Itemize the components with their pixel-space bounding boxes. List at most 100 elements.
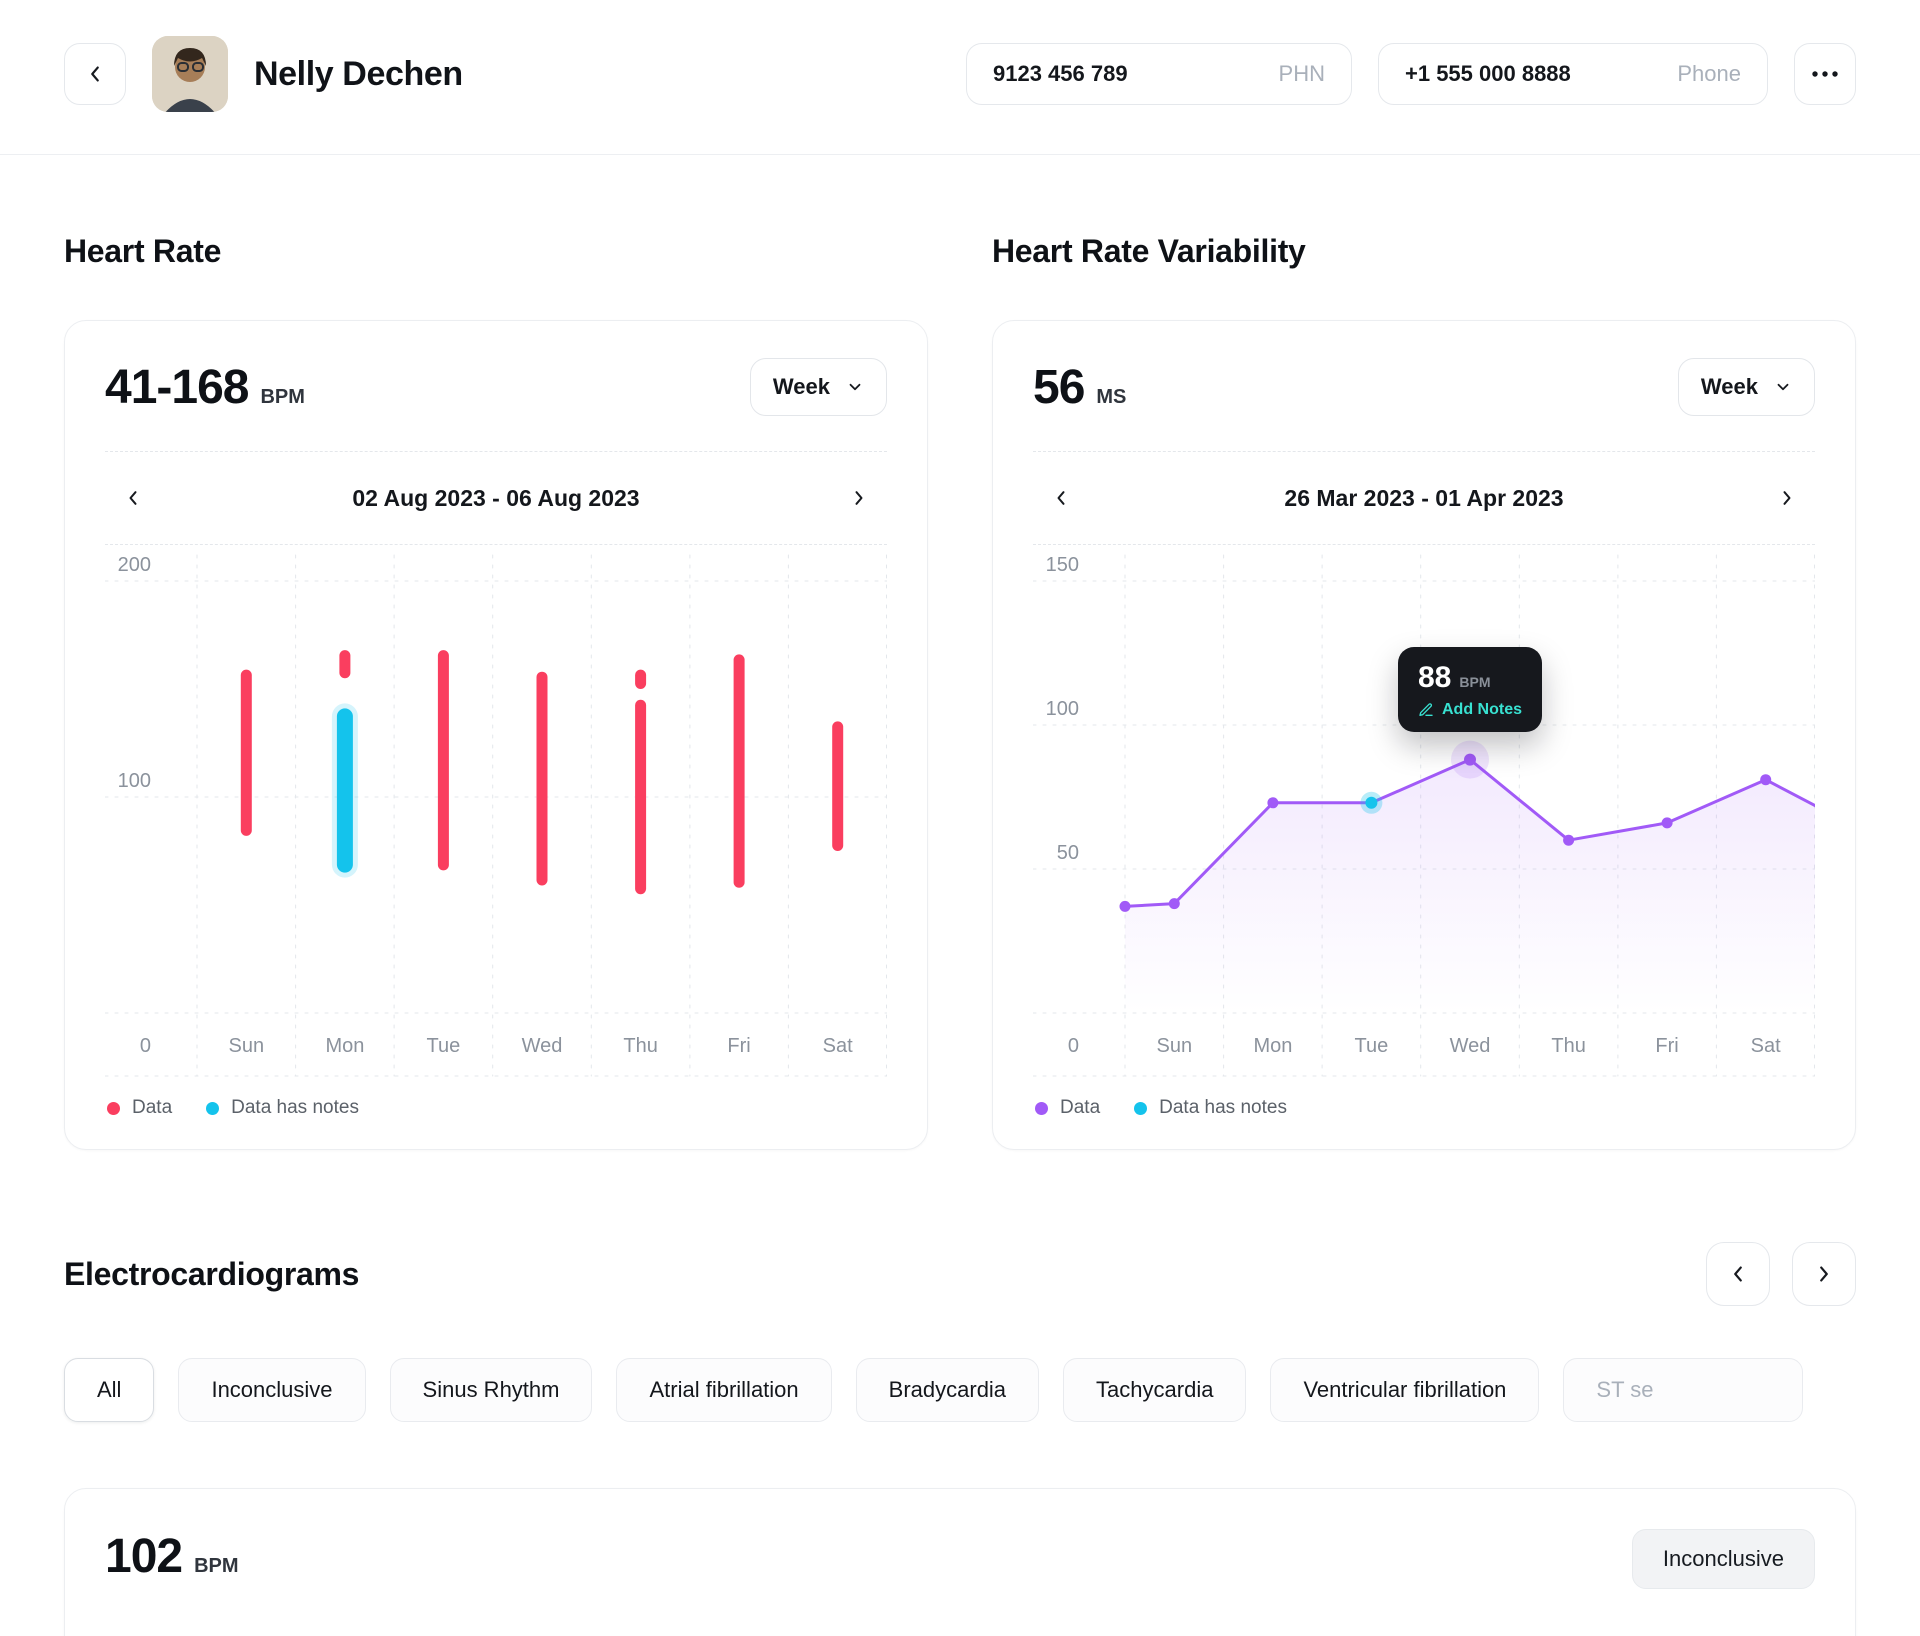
svg-text:Wed: Wed bbox=[1450, 1035, 1491, 1057]
more-options-button[interactable] bbox=[1794, 43, 1856, 105]
bar-segment-thu bbox=[635, 699, 647, 895]
bar-segment-mon bbox=[339, 650, 351, 679]
heart-rate-range-value: 41-168 bbox=[105, 360, 249, 414]
header: Nelly Dechen 9123 456 789 PHN +1 555 000… bbox=[0, 0, 1920, 154]
legend-dot bbox=[1035, 1101, 1048, 1115]
add-notes-button[interactable]: Add Notes bbox=[1418, 701, 1522, 719]
svg-text:150: 150 bbox=[1046, 554, 1079, 576]
patient-identity: Nelly Dechen bbox=[64, 36, 463, 112]
hrv-unit: MS bbox=[1096, 385, 1127, 408]
hrv-metric: 56 MS bbox=[1033, 360, 1126, 415]
heart-rate-metric: 41-168 BPM bbox=[105, 360, 305, 415]
heart-rate-date-range: 02 Aug 2023 - 06 Aug 2023 bbox=[352, 484, 640, 511]
filter-chip-tachycardia[interactable]: Tachycardia bbox=[1063, 1358, 1247, 1422]
chevron-right-icon bbox=[855, 491, 863, 505]
filter-chip-sinus-rhythm[interactable]: Sinus Rhythm bbox=[389, 1358, 593, 1422]
pencil-icon bbox=[1419, 702, 1433, 716]
bar-segment-sun bbox=[240, 669, 252, 836]
tooltip-value: 88 bbox=[1418, 660, 1452, 694]
filter-chip-all[interactable]: All bbox=[64, 1358, 155, 1422]
heart-rate-prev-week-button[interactable] bbox=[111, 476, 155, 520]
svg-text:Sat: Sat bbox=[823, 1035, 853, 1057]
heart-rate-period-select[interactable]: Week bbox=[749, 358, 887, 416]
hrv-area-fill bbox=[1125, 759, 1815, 1013]
phone-label: Phone bbox=[1677, 61, 1741, 86]
phn-field[interactable]: 9123 456 789 PHN bbox=[966, 43, 1352, 105]
heart-rate-legend: Data Data has notes bbox=[105, 1077, 887, 1135]
legend-data: Data bbox=[1035, 1097, 1100, 1119]
heart-rate-chart-area[interactable]: 200 100 0 Sun Mon Tue Wed Thu Fri Sat bbox=[105, 545, 887, 1077]
heart-rate-period-label: Week bbox=[772, 374, 830, 399]
ecg-filter-chips: All Inconclusive Sinus Rhythm Atrial fibril… bbox=[64, 1358, 1920, 1422]
heart-rate-section: Heart Rate 41-168 BPM Week 0 bbox=[64, 233, 928, 1150]
phn-value: 9123 456 789 bbox=[993, 61, 1128, 86]
svg-text:Fri: Fri bbox=[1655, 1035, 1678, 1057]
header-actions: 9123 456 789 PHN +1 555 000 8888 Phone bbox=[966, 43, 1856, 105]
back-button[interactable] bbox=[64, 43, 126, 105]
patient-name: Nelly Dechen bbox=[254, 54, 463, 93]
notes-data-point bbox=[1365, 796, 1378, 809]
svg-text:Wed: Wed bbox=[522, 1035, 563, 1057]
chevron-right-icon bbox=[1820, 1266, 1828, 1282]
svg-text:0: 0 bbox=[140, 1035, 151, 1057]
chevron-down-icon bbox=[849, 383, 861, 391]
legend-label: Data has notes bbox=[1159, 1097, 1287, 1118]
phn-label: PHN bbox=[1278, 61, 1325, 86]
hrv-chart-area[interactable]: 150 100 50 0 Sun Mon Tue Wed Thu Fri Sat 88 BPM Ad… bbox=[1033, 545, 1815, 1077]
svg-text:Thu: Thu bbox=[1551, 1035, 1585, 1057]
svg-text:Sun: Sun bbox=[229, 1035, 265, 1057]
filter-chip-st-se[interactable]: ST se bbox=[1563, 1358, 1804, 1422]
chevron-left-icon bbox=[91, 66, 99, 82]
hrv-chart[interactable]: 150 100 50 0 Sun Mon Tue Wed Thu Fri Sat bbox=[1033, 545, 1815, 1077]
bar-segment-mon bbox=[336, 708, 353, 873]
data-point bbox=[1119, 900, 1131, 912]
hrv-period-label: Week bbox=[1700, 374, 1758, 399]
svg-text:Fri: Fri bbox=[727, 1035, 750, 1057]
bar-segment-sat bbox=[832, 721, 844, 851]
legend-dot bbox=[1134, 1101, 1148, 1115]
patient-avatar bbox=[152, 36, 228, 112]
hrv-period-select[interactable]: Week bbox=[1677, 358, 1815, 416]
legend-data-has-notes: Data has notes bbox=[206, 1097, 359, 1119]
filter-chip-atrial-fibrillation[interactable]: Atrial fibrillation bbox=[616, 1358, 832, 1422]
more-dots-icon bbox=[1812, 71, 1838, 77]
filter-chip-inconclusive[interactable]: Inconclusive bbox=[178, 1358, 366, 1422]
heart-rate-unit: BPM bbox=[260, 385, 305, 408]
legend-label: Data has notes bbox=[231, 1097, 359, 1118]
filter-chip-ventricular-fibrillation[interactable]: Ventricular fibrillation bbox=[1270, 1358, 1540, 1422]
phone-value: +1 555 000 8888 bbox=[1405, 61, 1571, 86]
ecg-next-button[interactable] bbox=[1792, 1242, 1856, 1306]
heart-rate-next-week-button[interactable] bbox=[837, 476, 881, 520]
phone-field[interactable]: +1 555 000 8888 Phone bbox=[1378, 43, 1768, 105]
legend-data: Data bbox=[107, 1097, 172, 1119]
svg-text:Sun: Sun bbox=[1157, 1035, 1193, 1057]
svg-text:Mon: Mon bbox=[1253, 1035, 1292, 1057]
chevron-left-icon bbox=[1057, 491, 1065, 505]
hrv-card: 56 MS Week 26 Mar 2023 - 01 Apr 2023 bbox=[992, 320, 1856, 1150]
svg-text:100: 100 bbox=[118, 770, 151, 792]
heart-rate-card: 41-168 BPM Week 02 Aug 2023 - 06 Aug 202… bbox=[64, 320, 928, 1150]
chevron-right-icon bbox=[1783, 491, 1791, 505]
hrv-prev-week-button[interactable] bbox=[1039, 476, 1083, 520]
hrv-next-week-button[interactable] bbox=[1765, 476, 1809, 520]
svg-text:200: 200 bbox=[118, 554, 151, 576]
legend-label: Data bbox=[1060, 1097, 1101, 1118]
data-point bbox=[1168, 898, 1180, 910]
hrv-legend: Data Data has notes bbox=[1033, 1077, 1815, 1135]
data-point bbox=[1661, 817, 1673, 829]
ecg-record-value: 102 bbox=[105, 1530, 183, 1583]
bar-segment-fri bbox=[733, 654, 745, 888]
avatar-image bbox=[152, 36, 228, 112]
svg-text:100: 100 bbox=[1046, 698, 1079, 720]
hrv-value: 56 bbox=[1033, 360, 1085, 414]
filter-chip-bradycardia[interactable]: Bradycardia bbox=[855, 1358, 1040, 1422]
add-notes-label: Add Notes bbox=[1442, 700, 1522, 718]
ecg-record-card[interactable]: 102 BPM Inconclusive bbox=[64, 1488, 1856, 1636]
chevron-down-icon bbox=[1777, 383, 1789, 391]
ecg-title: Electrocardiograms bbox=[64, 1255, 360, 1292]
ecg-prev-button[interactable] bbox=[1706, 1242, 1770, 1306]
svg-text:Tue: Tue bbox=[427, 1035, 461, 1057]
svg-text:Mon: Mon bbox=[325, 1035, 364, 1057]
hrv-point-tooltip: 88 BPM Add Notes bbox=[1398, 646, 1542, 732]
heart-rate-chart[interactable]: 200 100 0 Sun Mon Tue Wed Thu Fri Sat bbox=[105, 545, 887, 1077]
